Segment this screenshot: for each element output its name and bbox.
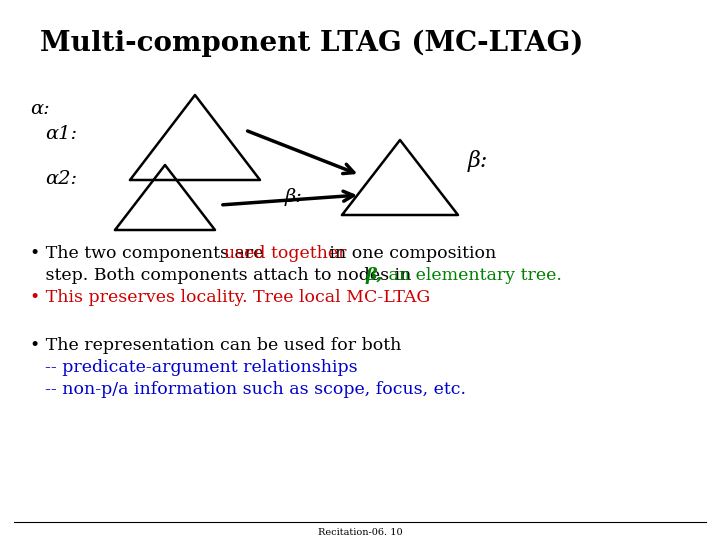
Text: an elementary tree.: an elementary tree. [383, 267, 562, 284]
Text: in one composition: in one composition [325, 245, 497, 262]
Text: -- predicate-argument relationships: -- predicate-argument relationships [45, 359, 358, 376]
Text: α:: α: [30, 100, 50, 118]
Text: Recitation-06. 10: Recitation-06. 10 [318, 528, 402, 537]
Text: α1:: α1: [45, 125, 77, 143]
Text: used together: used together [224, 245, 346, 262]
Text: • This preserves locality. Tree local MC-LTAG: • This preserves locality. Tree local MC… [30, 289, 431, 306]
Text: -- non-p/a information such as scope, focus, etc.: -- non-p/a information such as scope, fo… [45, 381, 466, 398]
Text: step. Both components attach to nodes in: step. Both components attach to nodes in [40, 267, 417, 284]
Text: β:: β: [468, 150, 488, 172]
Text: • The representation can be used for both: • The representation can be used for bot… [30, 337, 401, 354]
Text: α2:: α2: [45, 170, 77, 188]
Text: Multi-component LTAG (MC-LTAG): Multi-component LTAG (MC-LTAG) [40, 30, 583, 57]
Text: • The two components are: • The two components are [30, 245, 269, 262]
Text: β:: β: [285, 188, 303, 206]
Text: β,: β, [366, 267, 383, 284]
